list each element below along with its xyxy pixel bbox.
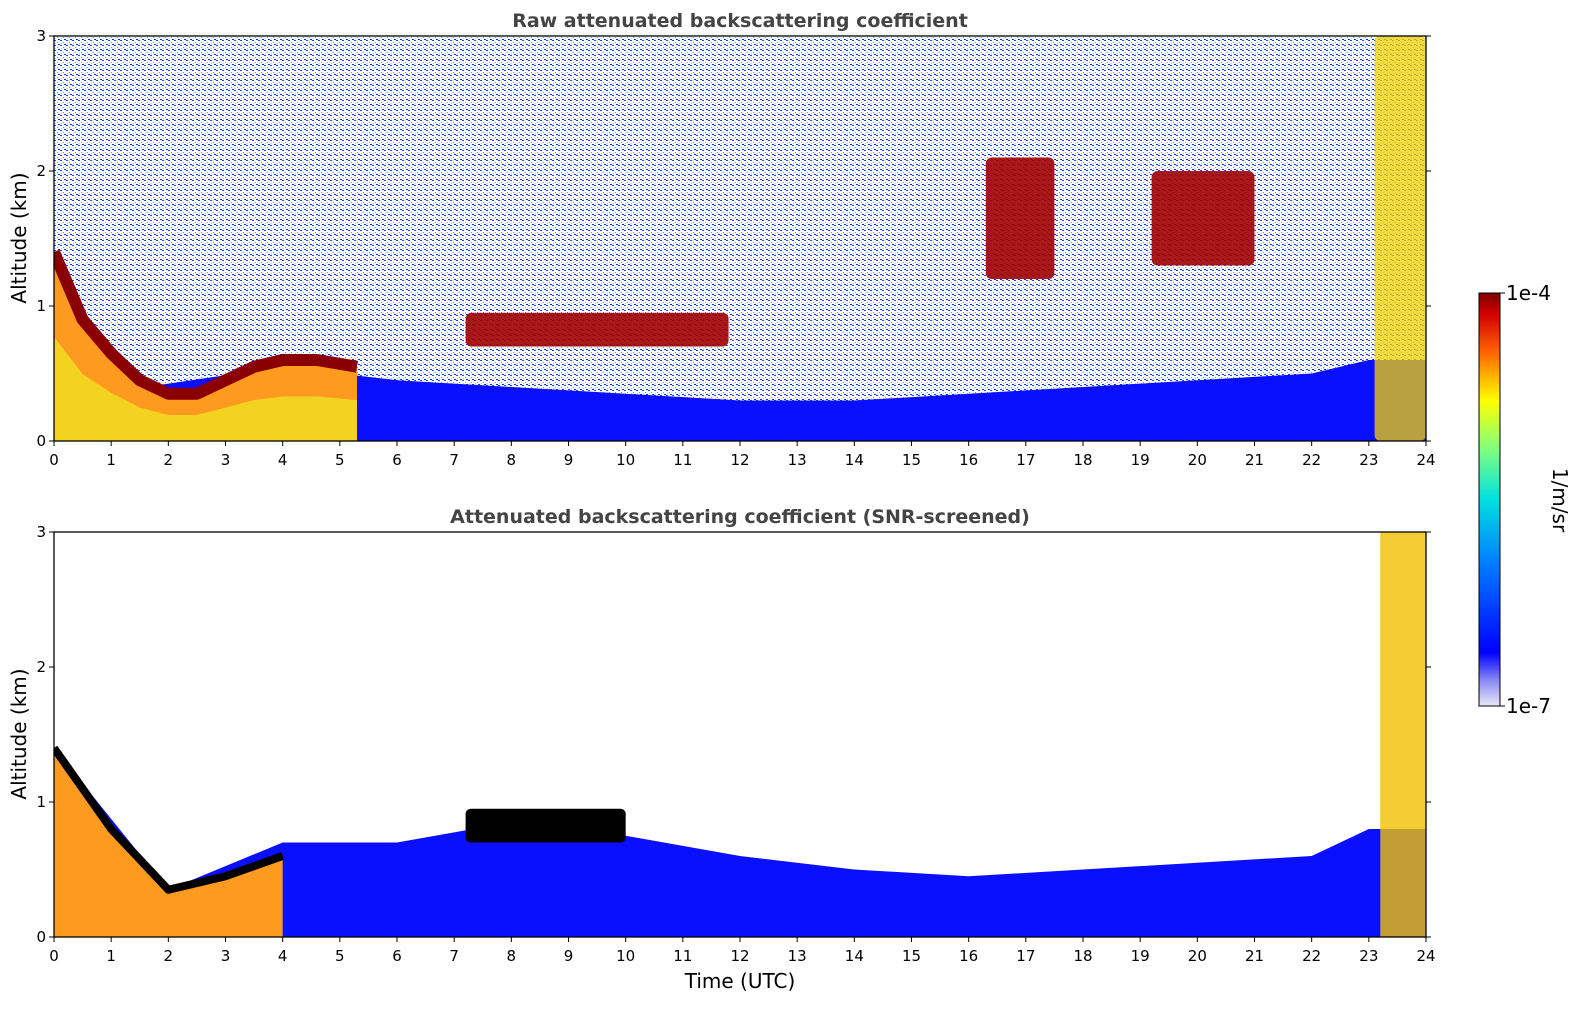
colorbar: 1e-4 1e-7 1/m/sr	[1478, 281, 1572, 718]
colorbar-unit-label: 1/m/sr	[1548, 468, 1572, 533]
bottom-y-ticks: 0 1 2 3	[36, 523, 1431, 946]
y-tick-label: 0	[36, 928, 46, 946]
x-tick-label: 12	[730, 947, 749, 965]
y-tick-label: 2	[36, 162, 46, 180]
x-tick-label: 20	[1188, 451, 1207, 469]
x-tick-label: 21	[1245, 451, 1264, 469]
x-tick-label: 2	[164, 451, 174, 469]
y-tick-label: 1	[36, 297, 46, 315]
x-tick-label: 10	[616, 947, 635, 965]
screened-layer-top-line	[54, 745, 285, 894]
x-axis-label: Time (UTC)	[684, 969, 796, 993]
x-tick-label: 11	[673, 451, 692, 469]
screened-cloud-layer	[465, 808, 626, 843]
top-plot-features	[54, 36, 1426, 441]
surface-aerosol-layer	[54, 360, 1426, 441]
x-tick-label: 23	[1359, 451, 1378, 469]
x-tick-label: 21	[1245, 947, 1264, 965]
x-tick-label: 16	[959, 947, 978, 965]
colorbar-min-label: 1e-7	[1506, 694, 1551, 718]
bottom-panel: Attenuated backscattering coefficient (S…	[7, 506, 1436, 993]
y-tick-label: 2	[36, 658, 46, 676]
x-tick-label: 8	[507, 947, 517, 965]
x-tick-label: 18	[1073, 947, 1092, 965]
x-tick-label: 6	[392, 947, 402, 965]
x-tick-label: 1	[106, 947, 116, 965]
x-tick-label: 4	[278, 451, 288, 469]
bottom-y-axis-label: Altitude (km)	[7, 668, 31, 799]
x-tick-label: 0	[49, 947, 59, 965]
top-x-ticks: 0 1 2 3 4 5 6 7 8 9 10 11 12 13 14 15 16 17 18 19 20 21 22 23 24	[49, 441, 1436, 469]
x-tick-label: 18	[1073, 451, 1092, 469]
x-tick-label: 7	[449, 451, 459, 469]
colorbar-gradient	[1478, 292, 1501, 707]
x-tick-label: 13	[788, 451, 807, 469]
x-tick-label: 14	[845, 947, 864, 965]
x-tick-label: 9	[564, 947, 574, 965]
top-panel: Raw attenuated backscattering coefficien…	[7, 10, 1436, 469]
x-tick-label: 24	[1416, 947, 1435, 965]
x-tick-label: 13	[788, 947, 807, 965]
bottom-plot-features	[54, 532, 1426, 937]
x-tick-label: 8	[507, 451, 517, 469]
boundary-layer-core	[54, 337, 357, 441]
screened-precip-column	[1380, 532, 1426, 937]
boundary-layer-top-line	[54, 249, 358, 400]
x-tick-label: 20	[1188, 947, 1207, 965]
y-tick-label: 3	[36, 523, 46, 541]
x-tick-label: 22	[1302, 947, 1321, 965]
colorbar-max-label: 1e-4	[1506, 281, 1551, 305]
x-tick-label: 24	[1416, 451, 1435, 469]
y-tick-label: 1	[36, 793, 46, 811]
top-y-axis-label: Altitude (km)	[7, 172, 31, 303]
x-tick-label: 23	[1359, 947, 1378, 965]
cloud-feature	[465, 312, 729, 347]
x-tick-label: 2	[164, 947, 174, 965]
bottom-panel-title: Attenuated backscattering coefficient (S…	[450, 506, 1030, 528]
bottom-x-ticks: 0 1 2 3 4 5 6 7 8 9 10 11 12 13 14 15 16 17 18 19 20 21 22 23 24	[49, 937, 1436, 965]
cloud-feature	[1374, 36, 1426, 441]
screened-aerosol-layer	[54, 748, 1426, 937]
x-tick-label: 22	[1302, 451, 1321, 469]
x-tick-label: 16	[959, 451, 978, 469]
x-tick-label: 5	[335, 947, 345, 965]
cloud-feature	[1151, 171, 1255, 266]
cloud-feature	[985, 157, 1055, 279]
x-tick-label: 10	[616, 451, 635, 469]
top-panel-title: Raw attenuated backscattering coefficien…	[512, 10, 968, 32]
x-tick-label: 5	[335, 451, 345, 469]
x-tick-label: 1	[106, 451, 116, 469]
boundary-layer-aerosol	[54, 252, 357, 441]
x-tick-label: 17	[1016, 947, 1035, 965]
x-tick-label: 15	[902, 947, 921, 965]
y-tick-label: 0	[36, 432, 46, 450]
top-y-ticks: 0 1 2 3	[36, 27, 1431, 450]
x-tick-label: 3	[221, 947, 231, 965]
x-tick-label: 19	[1131, 947, 1150, 965]
screened-boundary-layer	[54, 748, 283, 937]
x-tick-label: 15	[902, 451, 921, 469]
x-tick-label: 9	[564, 451, 574, 469]
x-tick-label: 4	[278, 947, 288, 965]
x-tick-label: 19	[1131, 451, 1150, 469]
x-tick-label: 6	[392, 451, 402, 469]
x-tick-label: 0	[49, 451, 59, 469]
x-tick-label: 11	[673, 947, 692, 965]
x-tick-label: 12	[730, 451, 749, 469]
x-tick-label: 7	[449, 947, 459, 965]
x-tick-label: 3	[221, 451, 231, 469]
x-tick-label: 14	[845, 451, 864, 469]
y-tick-label: 3	[36, 27, 46, 45]
x-tick-label: 17	[1016, 451, 1035, 469]
